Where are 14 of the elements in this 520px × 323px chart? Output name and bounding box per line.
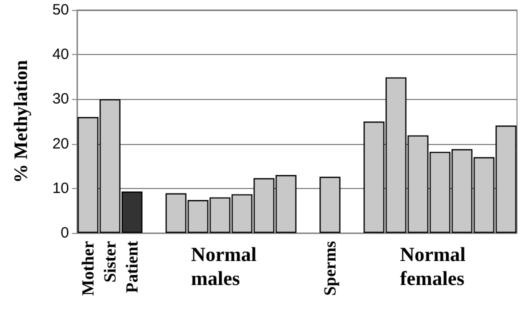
y-tick-label: 0 — [60, 224, 69, 242]
y-axis-title: % Methylation — [11, 60, 32, 183]
y-tick-label: 10 — [52, 180, 69, 197]
x-tick-label: Sister — [100, 240, 120, 283]
text: Normal males — [191, 244, 262, 290]
y-tick-label: 40 — [52, 46, 69, 64]
text: Normal females — [400, 244, 471, 290]
x-tick-label: Mother — [78, 240, 98, 296]
bar — [320, 176, 340, 233]
y-tick-label: 50 — [52, 2, 69, 18]
y-tick-label: 20 — [52, 135, 69, 152]
x-tick-label: Sperms — [320, 240, 340, 296]
x-tick-label: Patient — [122, 240, 142, 293]
y-tick-label: 30 — [52, 90, 69, 108]
